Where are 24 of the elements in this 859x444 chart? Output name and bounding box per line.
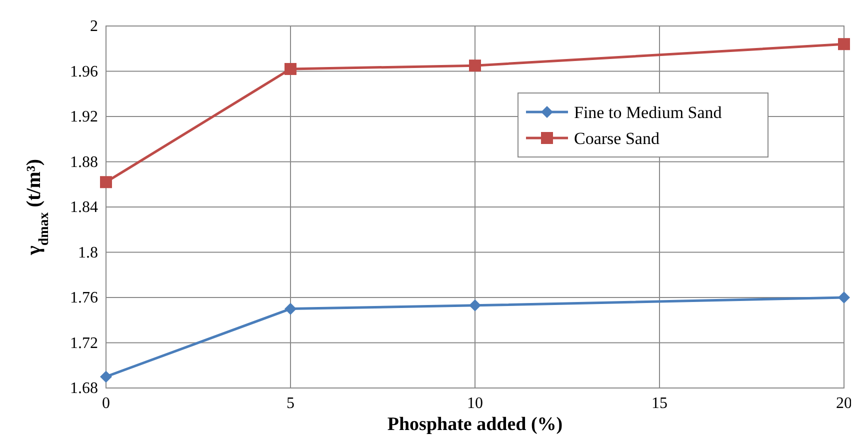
y-tick-label: 2 bbox=[90, 18, 98, 35]
point bbox=[469, 299, 481, 312]
y-tick-label: 1.76 bbox=[70, 290, 98, 306]
legend-label: Coarse Sand bbox=[574, 129, 660, 148]
y-tick-label: 1.68 bbox=[70, 380, 98, 397]
x-tick-label: 10 bbox=[467, 395, 483, 412]
point bbox=[838, 292, 850, 304]
y-tick-label: 1.72 bbox=[70, 334, 98, 352]
y-tick-label: 1.88 bbox=[70, 154, 98, 171]
y-tick-label: 1.96 bbox=[70, 63, 98, 80]
point bbox=[100, 370, 112, 383]
x-tick-label: 15 bbox=[652, 395, 668, 412]
legend-label: Fine to Medium Sand bbox=[574, 103, 722, 122]
point bbox=[284, 62, 296, 75]
y-tick-label: 1.8 bbox=[78, 244, 98, 262]
x-tick-label: 0 bbox=[102, 395, 110, 412]
point bbox=[100, 176, 112, 188]
x-tick-label: 5 bbox=[286, 395, 294, 412]
y-tick-label: 1.92 bbox=[70, 108, 98, 126]
point bbox=[838, 38, 850, 50]
y-tick-label: 1.84 bbox=[70, 199, 98, 216]
point bbox=[469, 60, 481, 72]
point bbox=[284, 302, 296, 315]
x-axis-title: Phosphate added (%) bbox=[387, 414, 563, 435]
